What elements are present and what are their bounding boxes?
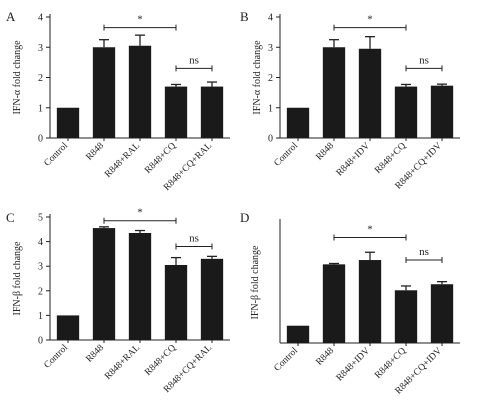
y-axis-title: IFN-α fold change — [12, 40, 23, 115]
x-tick-label: R848 — [314, 346, 336, 368]
y-tick-label: 3 — [38, 262, 43, 273]
x-tick-label: Control — [43, 141, 71, 169]
bar — [430, 284, 454, 343]
significance-label: * — [367, 224, 373, 236]
y-tick-label: 4 — [38, 237, 43, 248]
y-tick-label: 5 — [38, 213, 43, 224]
bar — [394, 86, 418, 138]
y-tick-label: 2 — [38, 286, 43, 297]
significance-label: * — [137, 14, 143, 26]
x-tick-label: R848 — [84, 343, 106, 365]
y-tick-label: 4 — [38, 13, 43, 24]
bar — [164, 264, 188, 340]
x-tick-label: R848+RAL — [103, 343, 142, 382]
panel-letter: B — [240, 9, 249, 24]
x-tick-label: R848+IDV — [335, 141, 372, 178]
y-tick-label: 1 — [268, 103, 273, 114]
bar — [430, 85, 454, 138]
bar — [322, 264, 346, 343]
panel-letter: D — [240, 210, 249, 225]
y-tick-label: 3 — [268, 43, 273, 54]
panel-b: B 0 1 2 3 4 IFN-α fold change Control R848R848+I… — [240, 9, 460, 192]
bar — [164, 86, 188, 138]
bar — [128, 232, 152, 340]
panel-letter: A — [6, 9, 16, 24]
x-tick-label: R848+CQ — [373, 346, 408, 381]
y-axis-title: IFN-α fold change — [252, 40, 263, 115]
significance-label: ns — [419, 246, 429, 258]
bar — [92, 228, 116, 340]
significance-label: ns — [189, 233, 199, 245]
significance-label: ns — [419, 54, 429, 66]
x-tick-label: R848+CQ — [143, 343, 178, 378]
y-tick-label: 1 — [38, 311, 43, 322]
y-tick-label: 3 — [38, 43, 43, 54]
bar — [200, 86, 224, 138]
x-tick-label: R848+CQ — [373, 141, 408, 176]
x-tick-label: R848+CQ — [143, 141, 178, 176]
bar — [92, 47, 116, 138]
bar — [394, 290, 418, 343]
significance-label: * — [367, 14, 373, 26]
x-tick-label: R848+RAL — [103, 141, 142, 180]
bar — [200, 258, 224, 340]
x-tick-label: R848+IDV — [335, 346, 372, 383]
bar — [56, 107, 80, 138]
y-tick-label: 0 — [268, 134, 273, 145]
x-tick-label: Control — [273, 141, 301, 169]
x-tick-label: Control — [43, 343, 71, 371]
y-tick-label: 0 — [38, 336, 43, 347]
y-axis-title: IFN-β fold change — [250, 245, 261, 320]
bar — [286, 107, 310, 138]
y-tick-label: 2 — [268, 73, 273, 84]
bar — [322, 47, 346, 138]
y-tick-label: 2 — [38, 73, 43, 84]
significance-label: * — [137, 207, 143, 219]
y-tick-label: 1 — [38, 103, 43, 114]
panel-letter: C — [6, 210, 15, 225]
bar — [358, 260, 382, 343]
bar — [56, 315, 80, 340]
bar — [286, 325, 310, 343]
y-axis-title: IFN-β fold change — [12, 241, 23, 316]
x-tick-label: R848 — [314, 141, 336, 163]
x-tick-label: Control — [273, 346, 301, 374]
significance-label: ns — [189, 54, 199, 66]
x-tick-label: R848 — [84, 141, 106, 163]
panel-a: A 0 1 2 3 4 IFN-α fold change Control R848R848+R… — [6, 9, 230, 193]
bar — [358, 48, 382, 139]
y-tick-label: 4 — [268, 13, 273, 24]
bar — [128, 45, 152, 138]
y-tick-label: 0 — [38, 134, 43, 145]
